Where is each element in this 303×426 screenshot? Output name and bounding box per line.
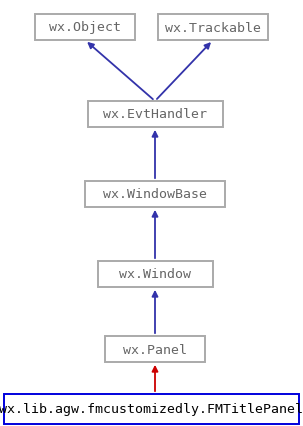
Text: wx.WindowBase: wx.WindowBase xyxy=(103,188,207,201)
FancyBboxPatch shape xyxy=(85,181,225,207)
Text: wx.Window: wx.Window xyxy=(119,268,191,281)
Text: wx.Object: wx.Object xyxy=(49,21,121,35)
FancyBboxPatch shape xyxy=(105,336,205,362)
FancyBboxPatch shape xyxy=(158,15,268,41)
Text: wx.Panel: wx.Panel xyxy=(123,343,187,356)
FancyBboxPatch shape xyxy=(88,102,222,128)
Text: wx.lib.agw.fmcustomizedly.FMTitlePanel: wx.lib.agw.fmcustomizedly.FMTitlePanel xyxy=(0,403,303,415)
FancyBboxPatch shape xyxy=(35,15,135,41)
FancyBboxPatch shape xyxy=(98,262,212,287)
Text: wx.Trackable: wx.Trackable xyxy=(165,21,261,35)
FancyBboxPatch shape xyxy=(4,394,298,424)
Text: wx.EvtHandler: wx.EvtHandler xyxy=(103,108,207,121)
